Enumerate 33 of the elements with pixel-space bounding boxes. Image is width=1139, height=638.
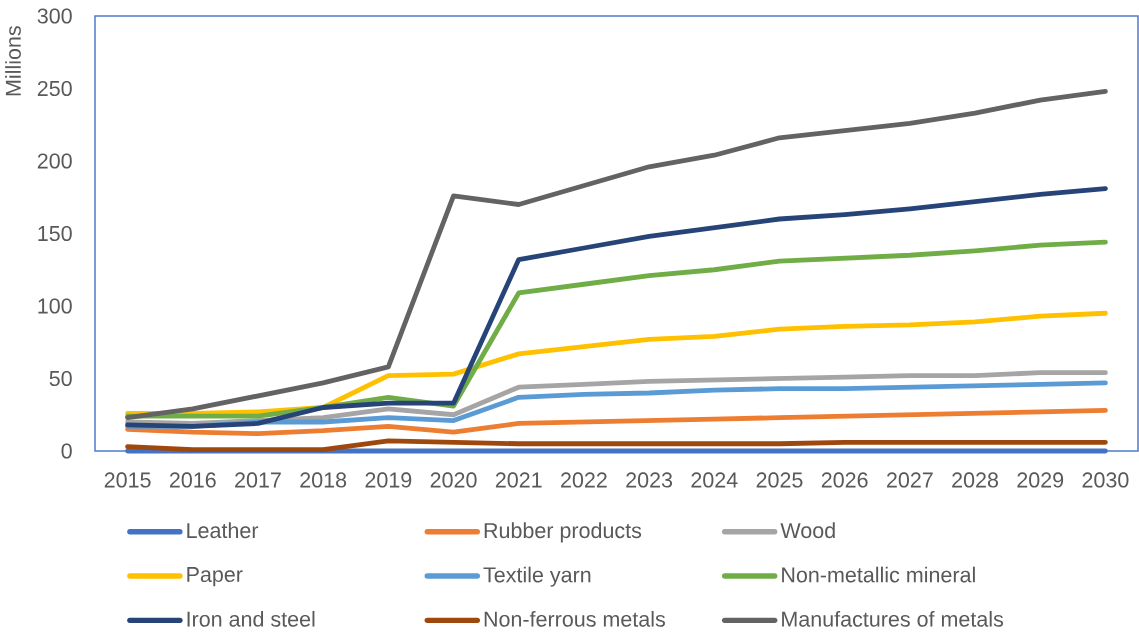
legend-label: Paper [187, 567, 243, 587]
x-tick-label: 2028 [952, 472, 998, 488]
legend-label: Non-metallic mineral [782, 566, 975, 583]
legend-label: Textile yarn [483, 566, 591, 587]
y-tick-label: 0 [61, 443, 72, 459]
legend-label: Manufactures of metals [782, 610, 1004, 627]
x-tick-label: 2027 [887, 472, 933, 488]
x-tick-label: 2024 [691, 472, 738, 488]
x-tick-label: 2015 [104, 472, 151, 488]
y-tick-label: 200 [37, 153, 72, 169]
legend-label: Non-ferrous metals [484, 610, 665, 627]
x-tick-label: 2025 [756, 472, 803, 488]
legend-label: Rubber products [484, 522, 642, 543]
x-tick-label: 2030 [1082, 472, 1129, 488]
y-tick-label: 100 [38, 298, 72, 314]
x-tick-label: 2016 [169, 472, 216, 488]
y-tick-label: 300 [37, 8, 72, 24]
x-tick-label: 2029 [1017, 472, 1064, 488]
x-tick-label: 2022 [561, 472, 607, 488]
x-tick-label: 2017 [235, 472, 281, 488]
legend-label: Leather [187, 522, 259, 539]
y-tick-label: 250 [37, 80, 72, 97]
x-tick-label: 2019 [365, 472, 412, 488]
x-tick-label: 2021 [495, 472, 542, 488]
x-tick-label: 2023 [626, 472, 673, 488]
x-tick-label: 2020 [430, 472, 477, 488]
y-tick-label: 150 [38, 225, 72, 242]
x-tick-label: 2018 [300, 472, 347, 488]
x-tick-label: 2026 [821, 472, 868, 488]
legend-label: Iron and steel [187, 610, 315, 627]
y-tick-label: 50 [49, 370, 72, 387]
y-axis-title: Millions [5, 26, 21, 96]
legend-label: Wood [780, 522, 835, 539]
